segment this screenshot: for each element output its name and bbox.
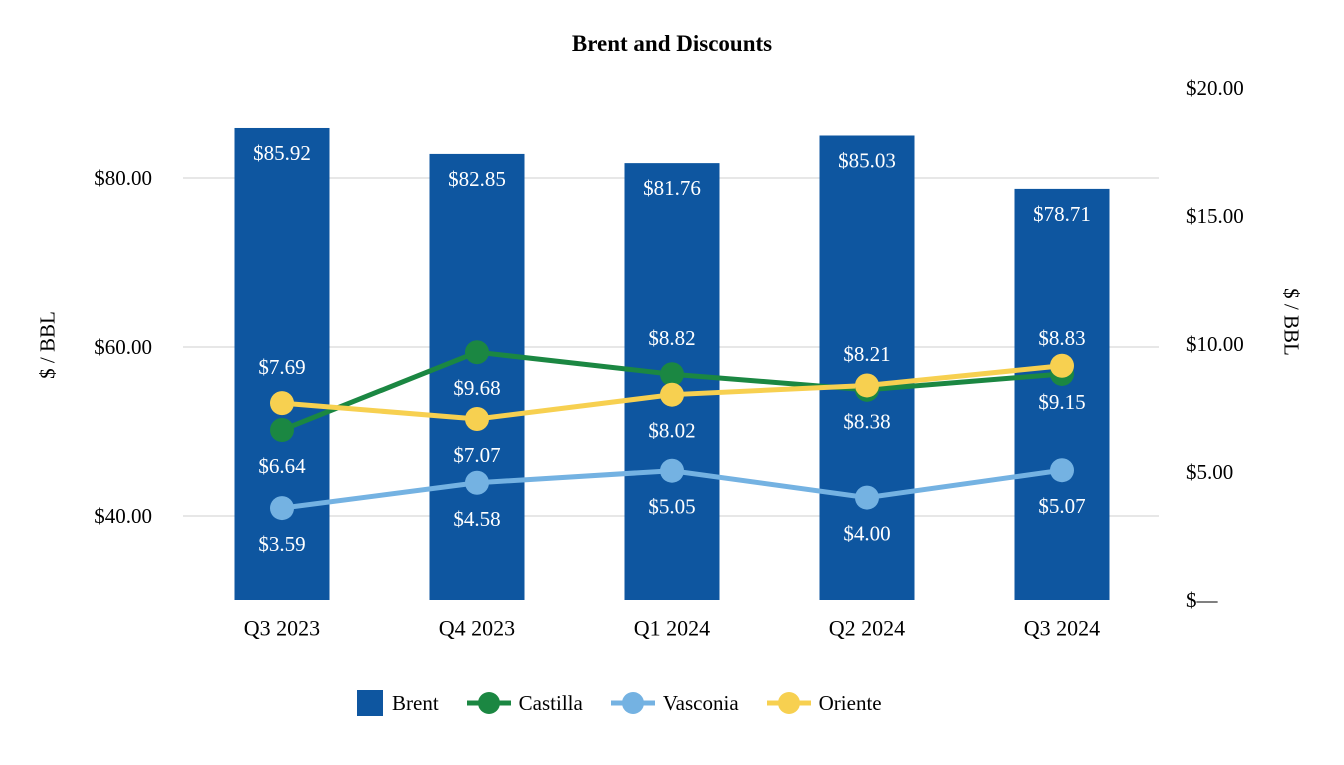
legend-label-castilla: Castilla	[518, 690, 583, 715]
point-vasconia-q4-2023	[465, 470, 489, 495]
point-vasconia-q3-2024	[1050, 458, 1074, 483]
legend-item-vasconia: Vasconia	[610, 689, 739, 717]
chart-title: Brent and Discounts	[571, 31, 773, 56]
x-axis-label-q4-2023: Q4 2023	[439, 616, 515, 641]
bar-brent-q4-2023	[429, 153, 525, 601]
point-label-vasconia-q2-2024: $4.00	[843, 522, 890, 546]
bar-label-q1-2024: $81.76	[643, 176, 701, 200]
legend-line-marker-icon	[766, 692, 811, 714]
point-vasconia-q1-2024	[660, 458, 684, 483]
point-oriente-q1-2024	[660, 382, 684, 407]
point-oriente-q3-2023	[270, 391, 294, 416]
legend-square-icon	[357, 690, 383, 716]
legend-label-vasconia: Vasconia	[662, 690, 739, 715]
point-label-castilla-q2-2024: $8.21	[843, 342, 890, 366]
right-axis-tick: $15.00	[1186, 204, 1244, 228]
x-axis-label-q1-2024: Q1 2024	[634, 616, 710, 641]
point-label-oriente-q4-2023: $7.07	[453, 443, 500, 467]
point-label-oriente-q1-2024: $8.02	[648, 419, 695, 443]
bar-brent-q3-2023	[234, 127, 330, 600]
legend-item-castilla: Castilla	[466, 689, 583, 717]
point-castilla-q1-2024	[660, 362, 684, 387]
right-axis-tick: $—	[1186, 588, 1219, 612]
bar-brent-q2-2024	[819, 135, 915, 600]
point-vasconia-q3-2023	[270, 496, 294, 521]
point-vasconia-q2-2024	[855, 485, 879, 510]
point-castilla-q4-2023	[465, 340, 489, 365]
point-oriente-q4-2023	[465, 407, 489, 432]
legend-line-marker-icon	[466, 692, 511, 714]
right-axis-tick: $5.00	[1186, 460, 1233, 484]
bar-label-q2-2024: $85.03	[838, 148, 896, 172]
left-axis-tick: $80.00	[94, 166, 152, 190]
point-castilla-q3-2023	[270, 418, 294, 443]
bar-label-q4-2023: $82.85	[448, 167, 506, 191]
x-axis-label-q3-2024: Q3 2024	[1024, 616, 1100, 641]
point-label-oriente-q3-2023: $7.69	[258, 355, 305, 379]
legend-item-brent: Brent	[356, 689, 439, 717]
x-axis-label-q2-2024: Q2 2024	[829, 616, 905, 641]
right-axis-tick: $20.00	[1186, 76, 1244, 100]
point-label-vasconia-q4-2023: $4.58	[453, 507, 500, 531]
bar-brent-q3-2024	[1014, 188, 1110, 600]
point-label-oriente-q3-2024: $9.15	[1038, 390, 1085, 414]
left-axis-title: $ / BBL	[35, 311, 60, 379]
left-axis-tick: $60.00	[94, 335, 152, 359]
right-axis-title: $ / BBL	[1279, 288, 1304, 356]
point-oriente-q3-2024	[1050, 353, 1074, 378]
bar-label-q3-2023: $85.92	[253, 141, 311, 165]
point-label-castilla-q3-2023: $6.64	[258, 454, 306, 478]
right-axis-tick: $10.00	[1186, 332, 1244, 356]
bar-label-q3-2024: $78.71	[1033, 202, 1091, 226]
point-label-castilla-q1-2024: $8.82	[648, 326, 695, 350]
left-axis-tick: $40.00	[94, 504, 152, 528]
point-label-oriente-q2-2024: $8.38	[843, 409, 890, 433]
legend-item-oriente: Oriente	[766, 689, 882, 717]
point-label-vasconia-q3-2024: $5.07	[1038, 494, 1085, 518]
x-axis-label-q3-2023: Q3 2023	[244, 616, 320, 641]
point-label-castilla-q4-2023: $9.68	[453, 376, 500, 400]
point-label-castilla-q3-2024: $8.83	[1038, 326, 1085, 350]
legend-line-marker-icon	[610, 692, 655, 714]
legend-label-oriente: Oriente	[818, 690, 882, 715]
point-label-vasconia-q3-2023: $3.59	[258, 532, 305, 556]
legend-label-brent: Brent	[392, 690, 439, 715]
point-oriente-q2-2024	[855, 373, 879, 398]
legend: Brent Castilla Vasconia Oriente	[356, 688, 882, 718]
point-label-vasconia-q1-2024: $5.05	[648, 495, 695, 519]
